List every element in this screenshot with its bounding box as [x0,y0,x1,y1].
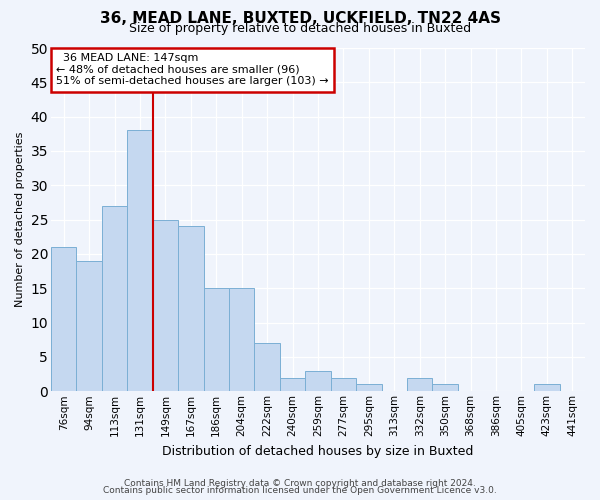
Bar [331,378,356,392]
Bar [254,343,280,392]
Bar [203,288,229,392]
Bar [534,384,560,392]
Bar [152,220,178,392]
Bar [280,378,305,392]
Bar [102,206,127,392]
Bar [229,288,254,392]
Text: Contains public sector information licensed under the Open Government Licence v3: Contains public sector information licen… [103,486,497,495]
Text: Size of property relative to detached houses in Buxted: Size of property relative to detached ho… [129,22,471,35]
Bar [407,378,433,392]
Bar [433,384,458,392]
Bar [305,370,331,392]
Text: 36 MEAD LANE: 147sqm
← 48% of detached houses are smaller (96)
51% of semi-detac: 36 MEAD LANE: 147sqm ← 48% of detached h… [56,53,329,86]
Bar [51,247,76,392]
Bar [76,261,102,392]
Bar [127,130,152,392]
Text: 36, MEAD LANE, BUXTED, UCKFIELD, TN22 4AS: 36, MEAD LANE, BUXTED, UCKFIELD, TN22 4A… [100,11,500,26]
Bar [178,226,203,392]
Text: Contains HM Land Registry data © Crown copyright and database right 2024.: Contains HM Land Registry data © Crown c… [124,478,476,488]
Bar [356,384,382,392]
X-axis label: Distribution of detached houses by size in Buxted: Distribution of detached houses by size … [162,444,473,458]
Y-axis label: Number of detached properties: Number of detached properties [15,132,25,308]
